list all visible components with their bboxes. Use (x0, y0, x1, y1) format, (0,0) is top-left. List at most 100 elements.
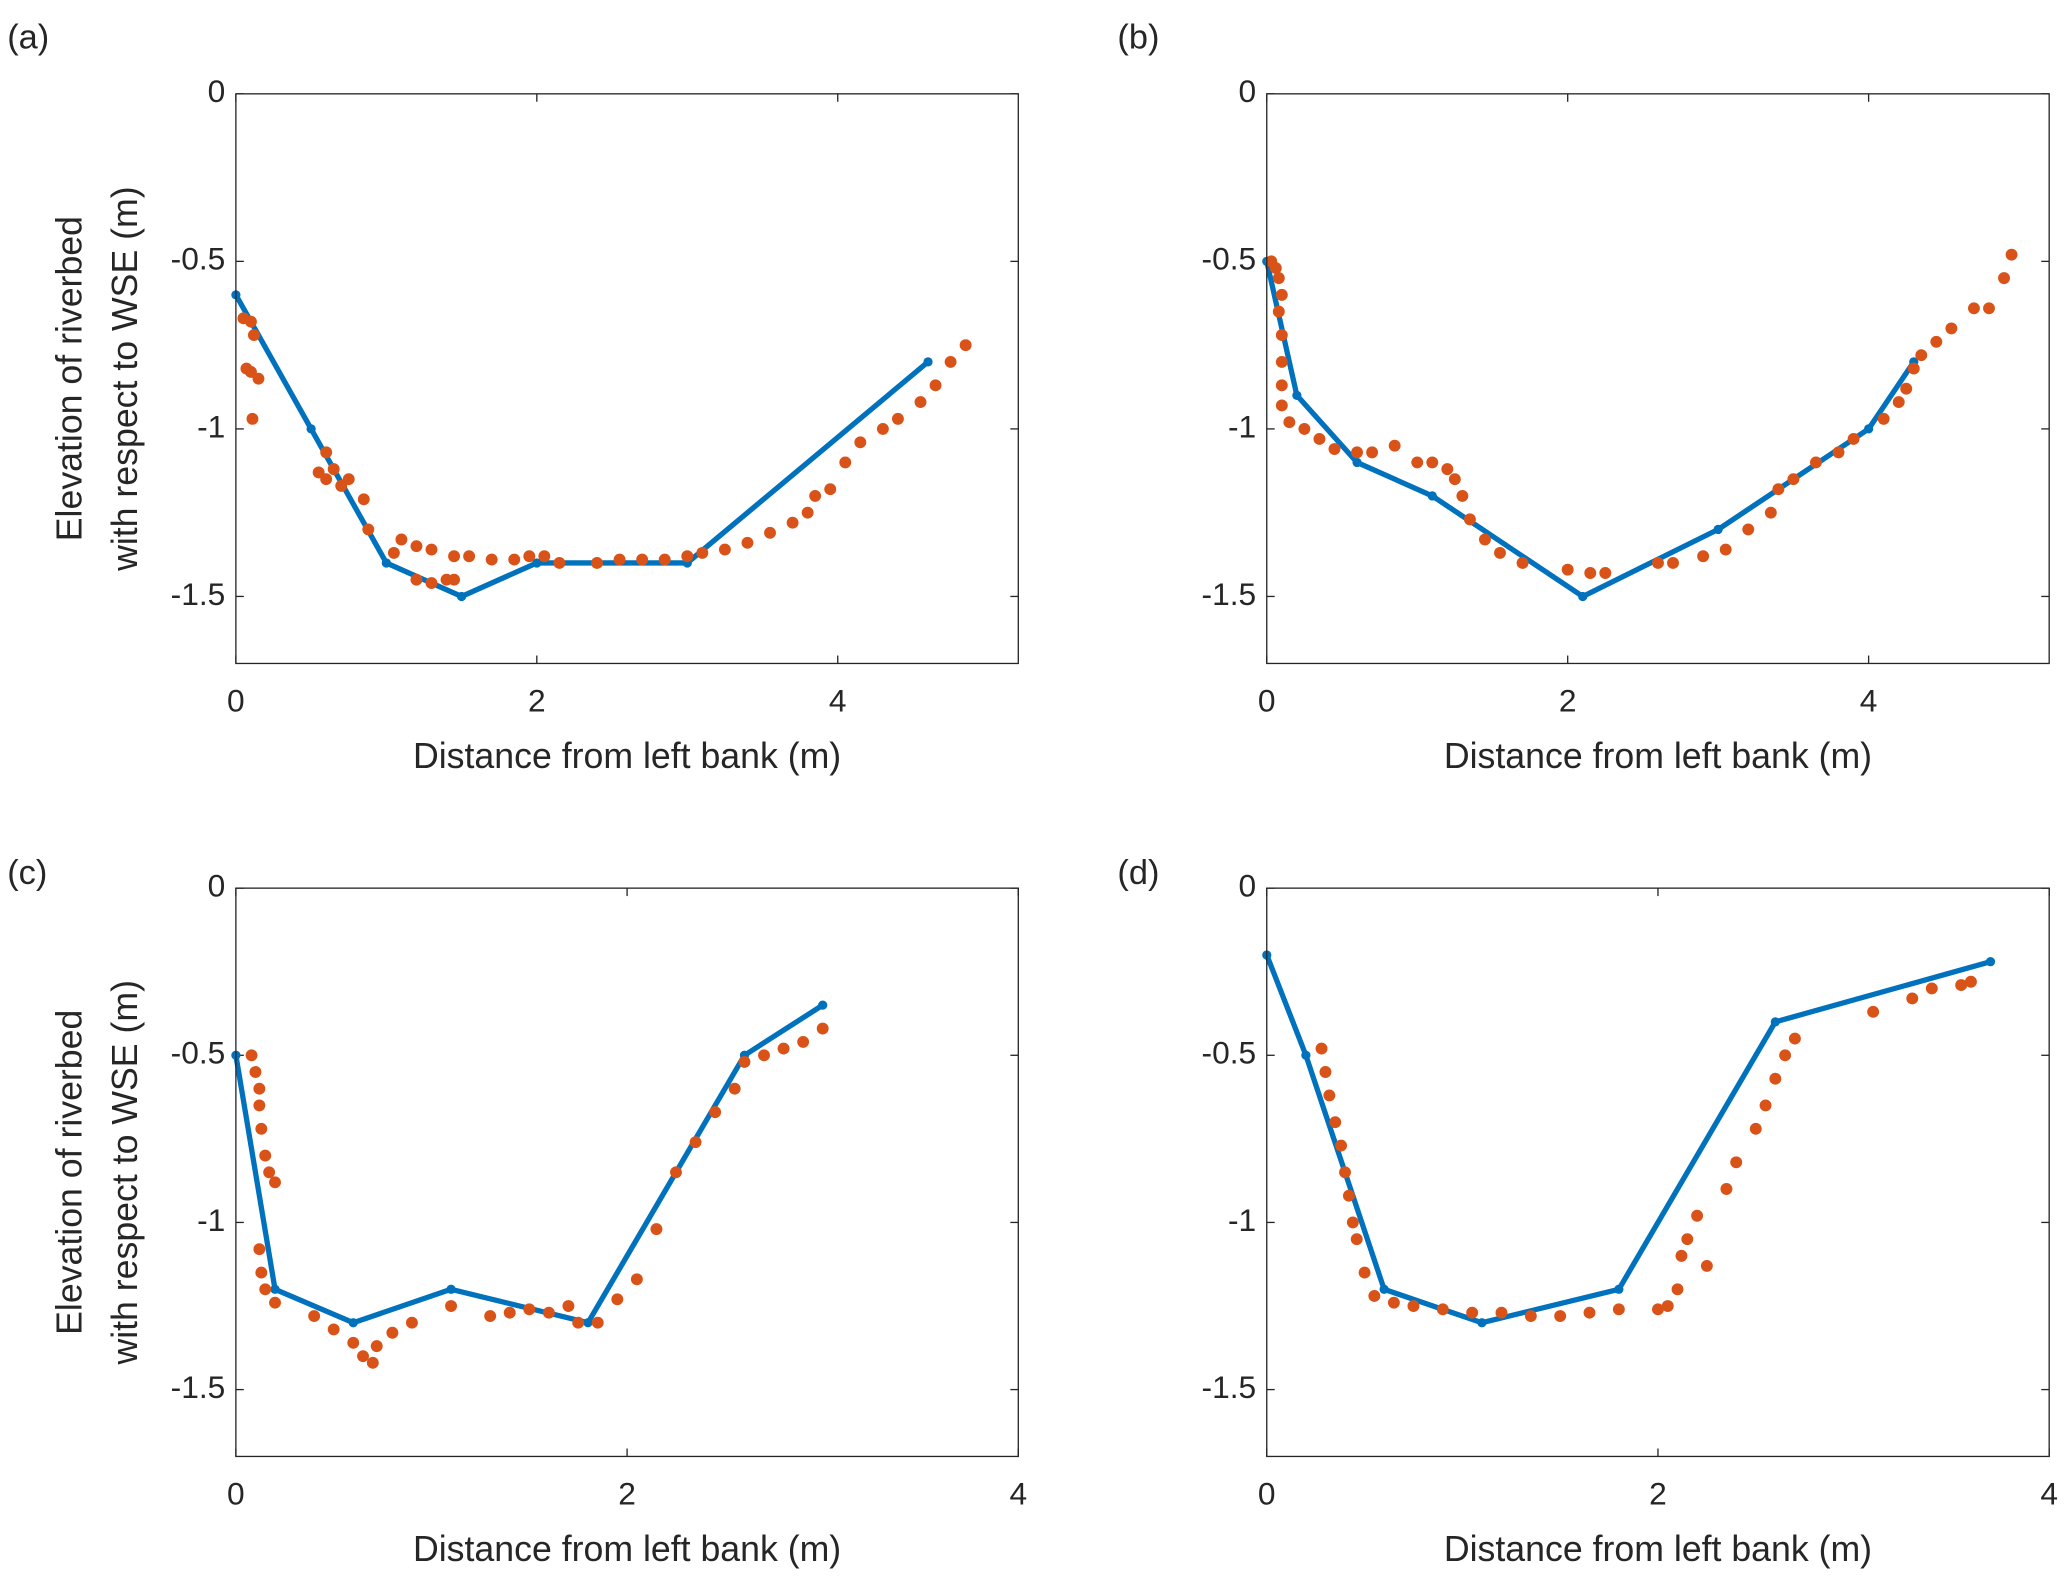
survey-point (891, 412, 904, 425)
plot-frame (1266, 93, 2050, 665)
survey-point (611, 1293, 624, 1306)
survey-point (1272, 272, 1285, 285)
survey-point (944, 355, 957, 368)
profile-vertex (456, 591, 467, 602)
survey-point (1749, 1122, 1762, 1135)
survey-point (484, 1310, 497, 1322)
survey-point (1366, 446, 1379, 459)
survey-point (738, 1056, 751, 1068)
survey-point (689, 1136, 702, 1149)
survey-point (718, 543, 731, 556)
survey-point (248, 329, 260, 342)
survey-point (1742, 523, 1755, 536)
profile-vertex (1578, 591, 1588, 602)
survey-point (1269, 262, 1282, 275)
survey-point (253, 1082, 266, 1095)
survey-point (658, 553, 671, 566)
plot-frame (235, 93, 1019, 665)
profile-vertex (1352, 457, 1362, 468)
survey-point (1787, 473, 1800, 486)
survey-point (425, 543, 438, 556)
survey-point (259, 1149, 272, 1162)
survey-point (1350, 1233, 1363, 1246)
survey-point (252, 372, 265, 385)
y-tick-label: -0.5 (1202, 1035, 1257, 1071)
survey-point (1463, 513, 1476, 526)
survey-point (357, 1350, 369, 1363)
survey-point (1810, 456, 1822, 469)
y-axis-label: Elevation of riverbed (49, 1010, 89, 1335)
survey-point (1759, 1099, 1772, 1112)
survey-point (1906, 992, 1919, 1005)
survey-point (410, 573, 423, 586)
survey-point (508, 553, 521, 566)
y-tick-label: -1.5 (1202, 576, 1257, 612)
survey-point (728, 1082, 741, 1095)
x-tick-label: 2 (1649, 1475, 1667, 1511)
survey-point (1907, 362, 1920, 375)
x-axis-label: Distance from left bank (m) (1444, 736, 1872, 776)
survey-point (320, 473, 333, 486)
profile-vertex (446, 1284, 456, 1294)
survey-point (1407, 1300, 1420, 1312)
x-tick-label: 0 (227, 1475, 245, 1511)
survey-point (1387, 1296, 1400, 1309)
survey-point (613, 553, 626, 566)
survey-point (425, 577, 438, 589)
y-tick-label: -1.5 (171, 576, 226, 612)
profile-vertex (1477, 1318, 1487, 1328)
y-axis-label: with respect to WSE (m) (105, 980, 145, 1366)
survey-point (777, 1042, 790, 1055)
survey-point (244, 315, 257, 328)
x-tick-label: 2 (618, 1475, 636, 1511)
survey-point (1955, 979, 1968, 992)
survey-point (366, 1356, 379, 1369)
profile-vertex (1427, 491, 1437, 501)
panel-label: (d) (1117, 854, 1159, 892)
survey-point (1847, 433, 1860, 445)
survey-point (1700, 1259, 1713, 1272)
survey-point (405, 1316, 418, 1329)
survey-point (1346, 1216, 1359, 1229)
survey-point (1351, 446, 1363, 459)
survey-point (463, 550, 476, 563)
survey-point (1466, 1306, 1479, 1319)
survey-point (2005, 248, 2018, 261)
survey-point (1652, 556, 1664, 569)
survey-point (395, 533, 408, 546)
survey-point (1691, 1209, 1704, 1222)
survey-point (1436, 1303, 1449, 1316)
survey-point (1456, 489, 1469, 502)
x-axis-label: Distance from left bank (m) (413, 736, 841, 776)
survey-point (630, 1273, 643, 1286)
survey-point (572, 1316, 585, 1329)
profile-vertex (381, 558, 391, 568)
survey-point (308, 1310, 321, 1322)
profile-vertex (1301, 1050, 1311, 1060)
survey-point (1283, 416, 1296, 429)
survey-point (1832, 446, 1845, 459)
survey-point (1342, 1189, 1355, 1202)
panel-label: (c) (7, 854, 47, 892)
x-tick-label: 4 (2040, 1475, 2058, 1511)
plot-frame (1266, 887, 2050, 1458)
survey-point (1319, 1066, 1332, 1078)
profile-vertex (532, 558, 542, 568)
survey-point (1584, 567, 1597, 579)
profile-line (1264, 260, 1916, 600)
survey-point (327, 463, 340, 476)
survey-point (370, 1340, 383, 1353)
survey-point (1328, 443, 1341, 455)
survey-point (1313, 433, 1326, 445)
y-tick-label: -0.5 (171, 1035, 226, 1071)
survey-point (1983, 302, 1995, 315)
survey-point (253, 1243, 266, 1256)
survey-point (591, 556, 603, 569)
survey-point (1495, 1306, 1508, 1319)
survey-point (1315, 1042, 1328, 1055)
y-tick-label: -0.5 (171, 241, 226, 277)
survey-point (1772, 483, 1785, 496)
survey-point (386, 1326, 399, 1339)
survey-point (562, 1300, 575, 1312)
